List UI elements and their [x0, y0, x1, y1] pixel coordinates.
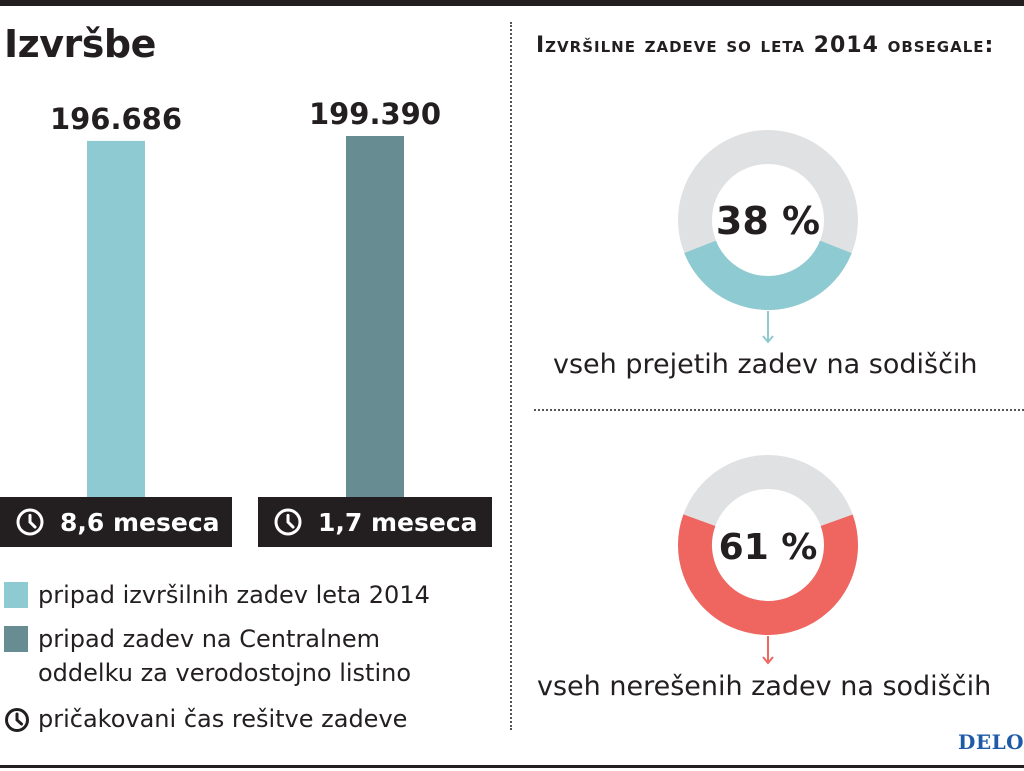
donut-segment — [678, 455, 858, 635]
time-box-1 — [0, 497, 232, 547]
vertical-divider — [510, 22, 512, 730]
bar-value-label-2: 199.390 — [309, 97, 441, 131]
donut-value-label: 38 % — [716, 199, 820, 243]
time-box-2 — [258, 497, 492, 547]
top-rule — [0, 0, 1024, 6]
donut-segment — [678, 130, 858, 310]
clock-icon — [16, 508, 44, 536]
brand-logo: DELO — [958, 730, 1024, 754]
donut-caption-unresolved: vseh nerešenih zadev na sodiščih — [537, 671, 992, 702]
legend-item-central: pripad zadev na Centralnem oddelku za ve… — [4, 622, 474, 690]
legend-swatch-light — [4, 582, 28, 608]
donut-value-label: 61 % — [719, 527, 818, 568]
bottom-rule — [0, 765, 1024, 768]
clock-icon — [5, 708, 29, 732]
clock-icon — [274, 508, 302, 536]
donut-2: 61 % — [678, 455, 858, 635]
donut-1: 38 % — [678, 130, 858, 310]
page-title: Izvršbe — [4, 22, 156, 66]
arrow-down-icon — [762, 311, 774, 344]
legend-label-central: pripad zadev na Centralnem oddelku za ve… — [38, 625, 412, 687]
bar-1 — [87, 140, 145, 498]
legend-label-received: pripad izvršilnih zadev leta 2014 — [38, 581, 430, 609]
right-panel-title: Izvršilne zadeve so leta 2014 obsegale: — [536, 33, 995, 58]
legend-label-time: pričakovani čas rešitve zadeve — [38, 705, 408, 733]
legend-swatch-dark — [4, 626, 28, 652]
donut-caption-received: vseh prejetih zadev na sodiščih — [553, 349, 978, 380]
time-label-2: 1,7 meseca — [318, 508, 478, 537]
bar-value-label-1: 196.686 — [50, 102, 182, 136]
time-label-1: 8,6 meseca — [60, 508, 220, 537]
legend-item-time: pričakovani čas rešitve zadeve — [4, 702, 407, 736]
arrow-down-icon — [762, 636, 774, 665]
horizontal-divider — [534, 409, 1024, 411]
legend-item-received: pripad izvršilnih zadev leta 2014 — [4, 578, 430, 612]
bar-2 — [346, 136, 404, 497]
bar-chart: 196.686 8,6 meseca 199.390 1,7 meseca — [0, 97, 492, 547]
